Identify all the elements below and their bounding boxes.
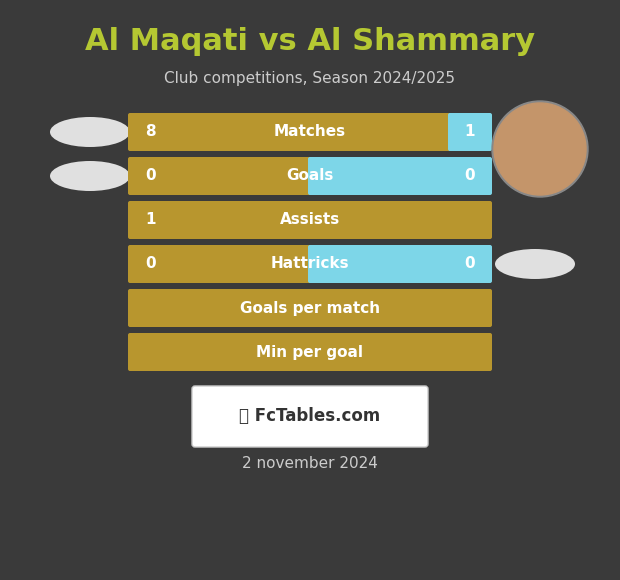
Text: Assists: Assists (280, 212, 340, 227)
Text: 🏆 FcTables.com: 🏆 FcTables.com (239, 407, 381, 425)
Text: Club competitions, Season 2024/2025: Club competitions, Season 2024/2025 (164, 71, 456, 85)
FancyBboxPatch shape (448, 113, 492, 151)
FancyBboxPatch shape (128, 113, 452, 151)
FancyBboxPatch shape (128, 157, 312, 195)
Text: Goals per match: Goals per match (240, 300, 380, 316)
Ellipse shape (495, 249, 575, 279)
Text: Matches: Matches (274, 125, 346, 140)
Text: Goals: Goals (286, 169, 334, 183)
Text: 0: 0 (145, 256, 156, 271)
Text: 0: 0 (145, 169, 156, 183)
Text: 2 november 2024: 2 november 2024 (242, 456, 378, 472)
Text: 1: 1 (464, 125, 475, 140)
FancyBboxPatch shape (308, 245, 492, 283)
Text: 0: 0 (464, 169, 475, 183)
Circle shape (492, 101, 588, 197)
FancyBboxPatch shape (128, 289, 492, 327)
Ellipse shape (50, 161, 130, 191)
FancyBboxPatch shape (192, 386, 428, 447)
FancyBboxPatch shape (308, 157, 492, 195)
Circle shape (494, 103, 586, 195)
FancyBboxPatch shape (128, 245, 312, 283)
Ellipse shape (50, 117, 130, 147)
Text: 1: 1 (145, 212, 156, 227)
Text: 8: 8 (145, 125, 156, 140)
FancyBboxPatch shape (128, 201, 492, 239)
Text: Min per goal: Min per goal (257, 345, 363, 360)
Text: Hattricks: Hattricks (271, 256, 349, 271)
Text: 0: 0 (464, 256, 475, 271)
Text: Al Maqati vs Al Shammary: Al Maqati vs Al Shammary (85, 27, 535, 56)
FancyBboxPatch shape (128, 333, 492, 371)
